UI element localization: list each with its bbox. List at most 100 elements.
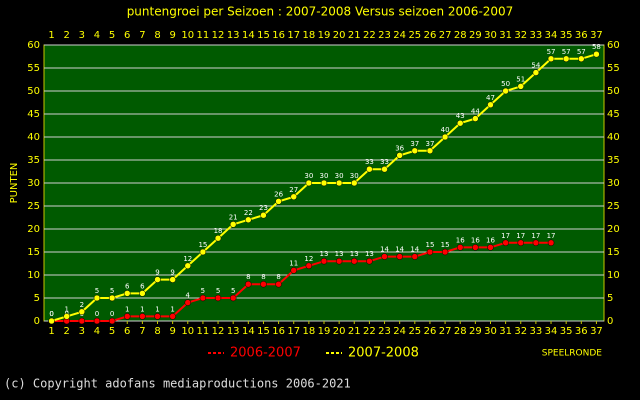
y2-tick-label: 0 (607, 316, 613, 327)
value-label: 2 (80, 301, 84, 309)
value-label: 40 (441, 126, 450, 134)
x-tick-label: 6 (124, 326, 130, 337)
x-tick-label: 11 (197, 326, 210, 337)
y-tick-label: 60 (27, 40, 40, 51)
value-label: 17 (531, 232, 540, 240)
point (411, 253, 419, 260)
value-label: 5 (231, 287, 235, 295)
x-tick-label: 21 (348, 326, 361, 337)
x-tick-label: 17 (287, 326, 300, 337)
x-top-tick-label: 21 (348, 30, 361, 41)
x-tick-label: 34 (545, 326, 558, 337)
point (472, 115, 479, 122)
value-label: 1 (155, 305, 159, 313)
x-tick-label: 8 (154, 326, 160, 337)
x-tick-label: 20 (333, 326, 346, 337)
x-top-tick-label: 37 (590, 30, 603, 41)
x-tick-label: 14 (242, 326, 255, 337)
point (123, 313, 131, 320)
y2-tick-label: 30 (607, 178, 620, 189)
point (245, 280, 252, 288)
point (335, 179, 343, 187)
value-label: 57 (577, 48, 586, 56)
value-label: 14 (395, 246, 404, 254)
x-top-tick-label: 25 (408, 30, 421, 41)
x-top-tick-label: 8 (154, 30, 160, 41)
y-tick-label: 5 (34, 293, 40, 304)
value-label: 37 (425, 140, 434, 148)
point (305, 262, 313, 270)
x-top-tick-label: 11 (197, 30, 210, 41)
x-tick-label: 4 (94, 326, 100, 337)
value-label: 0 (49, 310, 53, 318)
point (502, 87, 509, 95)
value-label: 15 (441, 241, 450, 249)
value-label: 47 (486, 94, 495, 102)
value-label: 26 (274, 190, 283, 198)
chart-title: puntengroei per Seizoen : 2007-2008 Vers… (127, 5, 514, 19)
value-label: 18 (214, 227, 223, 235)
value-label: 17 (501, 232, 510, 240)
x-top-tick-label: 6 (124, 30, 130, 41)
point (411, 147, 419, 155)
point (305, 179, 313, 187)
value-label: 33 (380, 158, 389, 166)
x-tick-label: 28 (454, 326, 467, 337)
y-tick-label: 45 (27, 109, 40, 120)
x-top-tick-label: 17 (287, 30, 300, 41)
value-label: 1 (170, 305, 174, 313)
x-top-tick-label: 33 (530, 30, 543, 41)
value-label: 4 (186, 292, 191, 300)
value-label: 27 (289, 186, 298, 194)
x-tick-label: 3 (79, 326, 85, 337)
x-top-tick-label: 12 (212, 30, 225, 41)
point (562, 55, 570, 63)
x-tick-label: 26 (424, 326, 437, 337)
point (472, 244, 479, 251)
x-tick-label: 1 (48, 326, 54, 337)
legend-label: 2006-2007 (230, 346, 301, 361)
y-tick-label: 20 (27, 224, 40, 235)
x-top-tick-label: 20 (333, 30, 346, 41)
point (290, 193, 297, 201)
y2-tick-label: 55 (607, 63, 620, 74)
value-label: 15 (425, 241, 434, 249)
point (487, 244, 494, 251)
y2-tick-label: 50 (607, 86, 620, 97)
x-tick-label: 18 (302, 326, 315, 337)
y2-tick-label: 45 (607, 109, 620, 120)
point (441, 133, 449, 141)
point (441, 248, 449, 256)
x-top-tick-label: 10 (181, 30, 194, 41)
value-label: 37 (410, 140, 419, 148)
x-top-tick-label: 31 (499, 30, 512, 41)
x-top-tick-label: 7 (139, 30, 145, 41)
x-tick-label: 5 (109, 326, 115, 337)
point (169, 276, 176, 283)
y2-tick-label: 35 (607, 155, 620, 166)
x-tick-label: 27 (439, 326, 452, 337)
point (154, 313, 161, 320)
point (139, 313, 146, 320)
value-label: 23 (259, 204, 268, 212)
value-label: 6 (140, 282, 145, 290)
value-label: 17 (547, 232, 556, 240)
point (335, 257, 343, 265)
point (63, 313, 70, 320)
x-top-tick-label: 35 (560, 30, 573, 41)
point (108, 317, 116, 325)
point (396, 253, 403, 260)
value-label: 33 (365, 158, 374, 166)
point (578, 55, 585, 63)
y-tick-label: 25 (27, 201, 40, 212)
point (78, 317, 86, 325)
point (78, 308, 86, 316)
y-tick-label: 0 (34, 316, 40, 327)
point (456, 244, 464, 251)
point (123, 290, 131, 297)
value-label: 30 (335, 172, 344, 180)
value-label: 30 (320, 172, 329, 180)
value-label: 57 (562, 48, 571, 56)
x-tick-label: 32 (514, 326, 527, 337)
